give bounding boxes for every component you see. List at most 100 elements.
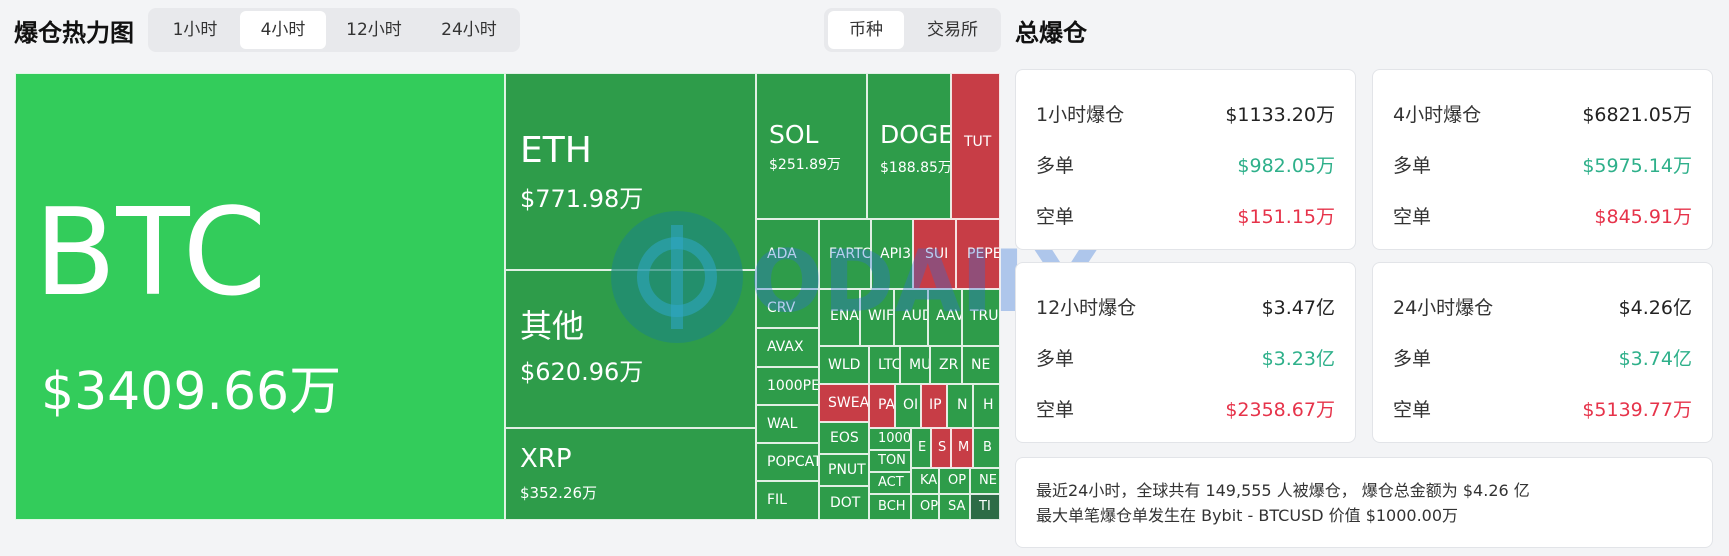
tile-aave[interactable]: AAVE (928, 289, 962, 346)
tile-sa[interactable]: SA (939, 494, 970, 520)
tile-symbol: PEPE (967, 246, 1000, 262)
long-value: $982.05万 (1237, 155, 1335, 177)
tile-ip[interactable]: IP (921, 384, 947, 428)
tile-m[interactable]: M (951, 428, 973, 468)
short-label: 空单 (1393, 399, 1432, 421)
tile-op-2[interactable]: OP (911, 494, 939, 520)
tile-sui[interactable]: SUI (913, 219, 956, 289)
tile-zr[interactable]: ZR (930, 346, 962, 384)
tile-aud[interactable]: AUD (894, 289, 928, 346)
tile-ka[interactable]: KA (911, 468, 939, 494)
long-label: 多单 (1036, 348, 1075, 370)
tile-fil[interactable]: FIL (756, 481, 819, 520)
tile-pepe[interactable]: PEPE (956, 219, 1000, 289)
tile-symbol: SWEAT (828, 395, 869, 411)
card-title: 24小时爆仓 (1393, 297, 1494, 319)
tile-symbol: CRV (767, 300, 796, 316)
tile-bch[interactable]: BCH (869, 494, 911, 520)
tile-oi[interactable]: OI (895, 384, 921, 428)
tile-symbol: AVAX (767, 339, 804, 355)
tile-sweat[interactable]: SWEAT (819, 384, 869, 422)
tile-xrp[interactable]: XRP $352.26万 (505, 428, 756, 520)
tile-eos[interactable]: EOS (819, 422, 869, 454)
card-total: $4.26亿 (1618, 297, 1692, 319)
tile-ton[interactable]: TON (869, 450, 911, 472)
tile-symbol: WIF (868, 308, 894, 324)
tile-trump[interactable]: TRUMP (962, 289, 1000, 346)
tile-symbol: MU (909, 357, 930, 373)
tab-by-coin[interactable]: 币种 (828, 11, 904, 49)
card-title: 12小时爆仓 (1036, 297, 1137, 319)
total-liquidation-title: 总爆仓 (1015, 19, 1087, 47)
card-12h-liquidation: 12小时爆仓 $3.47亿 多单 $3.23亿 空单 $2358.67万 (1015, 262, 1356, 443)
tile-crv[interactable]: CRV (756, 289, 819, 328)
tile-e[interactable]: E (911, 428, 931, 468)
summary-line-1: 最近24小时，全球共有 149,555 人被爆仓， 爆仓总金额为 $4.26 亿 (1036, 481, 1530, 500)
short-value: $2358.67万 (1225, 399, 1335, 421)
tile-symbol: SOL (769, 120, 819, 149)
tile-ada[interactable]: ADA (756, 219, 819, 289)
tile-symbol: H (983, 397, 994, 413)
tile-tut[interactable]: TUT (951, 73, 1000, 219)
short-label: 空单 (1036, 399, 1075, 421)
card-total: $3.47亿 (1261, 297, 1335, 319)
tile-wld[interactable]: WLD (819, 346, 869, 384)
tile-avax[interactable]: AVAX (756, 328, 819, 367)
tab-by-exchange[interactable]: 交易所 (927, 20, 978, 40)
tile-act[interactable]: ACT (869, 472, 911, 494)
tile-pnut[interactable]: PNUT (819, 454, 869, 486)
tile-symbol: 其他 (520, 307, 585, 345)
tab-24h[interactable]: 24小时 (441, 20, 497, 40)
short-label: 空单 (1393, 206, 1432, 228)
short-value: $5139.77万 (1582, 399, 1692, 421)
tile-pa[interactable]: PA (869, 384, 895, 428)
tile-symbol: TI (979, 499, 991, 514)
tile-symbol: TRUMP (970, 308, 999, 324)
long-value: $3.74亿 (1618, 348, 1692, 370)
tile-wal[interactable]: WAL (756, 405, 819, 443)
tile-1000[interactable]: 1000 (869, 428, 911, 450)
tile-1000pepe[interactable]: 1000PEPE (756, 367, 819, 405)
tile-ne-2[interactable]: NE (970, 468, 1000, 494)
tab-1h[interactable]: 1小时 (172, 20, 218, 40)
tile-symbol: BCH (878, 499, 906, 514)
tile-sol[interactable]: SOL $251.89万 (756, 73, 867, 219)
tile-other[interactable]: 其他 $620.96万 (505, 270, 756, 428)
tile-value: $188.85万 (880, 160, 951, 176)
card-total: $6821.05万 (1582, 104, 1692, 126)
card-1h-liquidation: 1小时爆仓 $1133.20万 多单 $982.05万 空单 $151.15万 (1015, 69, 1356, 250)
tile-ena[interactable]: ENA (819, 289, 860, 346)
tile-symbol: FIL (767, 492, 787, 508)
tile-ltc[interactable]: LTC (869, 346, 900, 384)
tile-symbol: DOT (830, 495, 861, 511)
tile-symbol: KA (920, 473, 938, 488)
tile-n[interactable]: N (947, 384, 973, 428)
tile-doge[interactable]: DOGE $188.85万 (867, 73, 951, 219)
tile-symbol: ADA (767, 246, 797, 262)
long-value: $3.23亿 (1261, 348, 1335, 370)
tile-wif[interactable]: WIF (860, 289, 894, 346)
tile-op[interactable]: OP (939, 468, 970, 494)
tile-btc[interactable]: BTC $3409.66万 (15, 73, 505, 520)
tab-4h[interactable]: 4小时 (240, 11, 326, 49)
heatmap-title: 爆仓热力图 (14, 19, 134, 47)
tile-symbol: SUI (925, 246, 949, 262)
tile-s[interactable]: S (931, 428, 951, 468)
card-4h-liquidation: 4小时爆仓 $6821.05万 多单 $5975.14万 空单 $845.91万 (1372, 69, 1713, 250)
tile-api3[interactable]: API3 (871, 219, 913, 289)
tile-dot[interactable]: DOT (819, 486, 869, 520)
tile-ne[interactable]: NE (962, 346, 1000, 384)
tile-fartcoin[interactable]: FARTCOIN (819, 219, 871, 289)
tile-b[interactable]: B (973, 428, 1000, 468)
tile-mu[interactable]: MU (900, 346, 930, 384)
tile-value: $352.26万 (520, 484, 598, 502)
tile-h[interactable]: H (973, 384, 1000, 428)
tile-ti[interactable]: TI (970, 494, 1000, 520)
tile-value: $771.98万 (520, 185, 644, 213)
tile-popcat[interactable]: POPCAT (756, 443, 819, 481)
long-label: 多单 (1393, 155, 1432, 177)
tile-symbol: BTC (34, 184, 267, 323)
tile-eth[interactable]: ETH $771.98万 (505, 73, 756, 270)
tab-12h[interactable]: 12小时 (346, 20, 402, 40)
tile-symbol: PA (878, 397, 895, 413)
